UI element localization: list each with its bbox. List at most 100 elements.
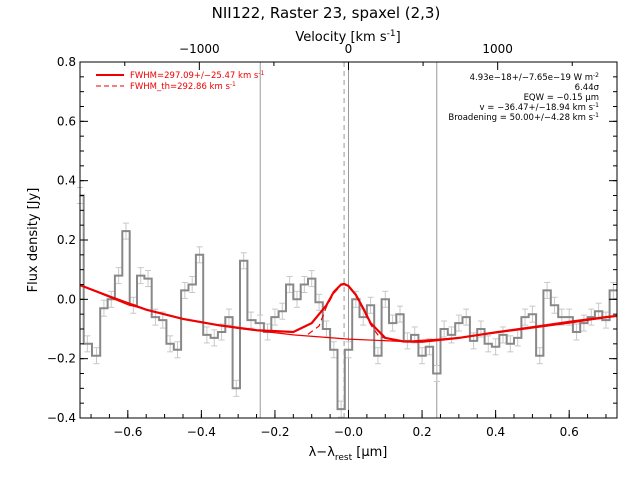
data-point [458,322,460,324]
data-point [110,298,113,301]
data-point [117,274,120,277]
data-point [399,313,401,315]
x-tick-label: 0.4 [486,425,505,439]
data-point [242,259,245,262]
data-point [176,348,179,351]
annotation-line: v = −36.47+/−18.94 km s-1 [480,102,600,113]
data-point [103,307,105,310]
data-point [597,310,600,313]
data-point [590,316,593,318]
data-point [524,316,526,318]
v-tick-label: 1000 [482,42,513,56]
data-point [340,408,342,410]
data-point [184,289,186,292]
x-tick-label: −0.2 [260,425,289,439]
data-point [384,298,387,301]
data-point [413,334,416,336]
data-point [274,316,276,318]
data-point [206,334,208,336]
axes: −0.6 −0.4 −0.2 −0.0 0.2 0.4 0.6 −0.4 −0.2 0.0 0.2 0… [47,42,618,439]
data-point [147,277,149,280]
baseline-line [79,284,618,343]
vertical-reference-lines [259,62,438,418]
annotation-line: Broadening = 50.00+/−4.28 km s-1 [448,112,599,123]
data-point [198,254,201,256]
data-point [553,304,556,307]
data-point [288,283,291,286]
x-tick-label: 0.2 [413,425,432,439]
data-point [450,334,453,336]
data-point [281,310,284,313]
data-point [303,283,306,286]
x-tick-label: −0.0 [334,425,363,439]
data-point [191,283,193,286]
data-step-series [80,194,617,411]
annotation-line: 6.44σ [575,83,600,93]
legend: FWHM=297.09+/−25.47 km s-1FWHM_th=292.86… [96,70,265,92]
chart-title: NII122, Raster 23, spaxel (2,3) [212,4,441,22]
thermal-line [307,283,386,340]
data-point [259,322,262,324]
data-point [154,316,157,318]
y-tick-label: 0.6 [57,114,76,128]
data-point [95,354,98,357]
data-point [509,343,512,345]
legend-entry: FWHM=297.09+/−25.47 km s-1 [130,70,265,81]
data-point [355,298,357,301]
data-point [612,289,615,292]
data-point [86,343,89,345]
data-point [531,313,534,315]
data-point [161,319,164,321]
data-point [546,289,548,292]
y-tick-label: 0.0 [57,292,76,306]
data-point [369,304,372,307]
data-point [480,328,482,330]
data-point [296,298,298,301]
data-point [502,334,504,336]
y-tick-label: 0.4 [57,174,76,188]
data-point [538,354,541,357]
data-point [325,328,328,330]
data-point [605,319,607,321]
x-axis-label: λ−λrest [μm] [309,445,388,463]
data-point [575,331,578,333]
data-point [377,354,379,357]
y-tick-label: −0.4 [47,411,76,425]
data-point [235,387,238,390]
legend-entry: FWHM_th=292.86 km s-1 [130,81,236,92]
data-point [228,316,230,318]
data-point [362,316,365,318]
y-tick-label: −0.2 [47,352,76,366]
y-axis-label: Flux density [Jy] [26,188,41,293]
y-tick-label: 0.8 [57,55,76,69]
annotation-line: 4.93e−18+/−7.65e−19 W m-2 [470,72,600,83]
data-point [310,277,313,280]
data-point [443,328,445,330]
data-point [220,331,223,333]
data-point [568,316,570,318]
data-point [583,322,585,324]
top-axis-label: Velocity [km s-1] [295,29,400,45]
y-tick-label: 0.2 [57,233,76,247]
v-tick-label: −1000 [179,42,220,56]
data-point [318,301,320,304]
data-point [561,316,563,318]
annotation-line: EQW = −0.15 μm [524,93,599,103]
v-tick-label: 0 [345,42,353,56]
data-point [465,316,467,318]
data-point [139,274,142,277]
x-tick-label: −0.4 [187,425,216,439]
x-tick-label: −0.6 [113,425,142,439]
data-point [213,337,216,339]
data-point [421,354,423,357]
x-tick-label: 0.6 [560,425,579,439]
data-point [472,340,475,342]
data-point [169,343,171,345]
data-point [516,337,519,339]
data-point [428,346,431,348]
data-point [347,348,350,351]
series-layer [77,187,618,418]
data-point [391,322,394,324]
